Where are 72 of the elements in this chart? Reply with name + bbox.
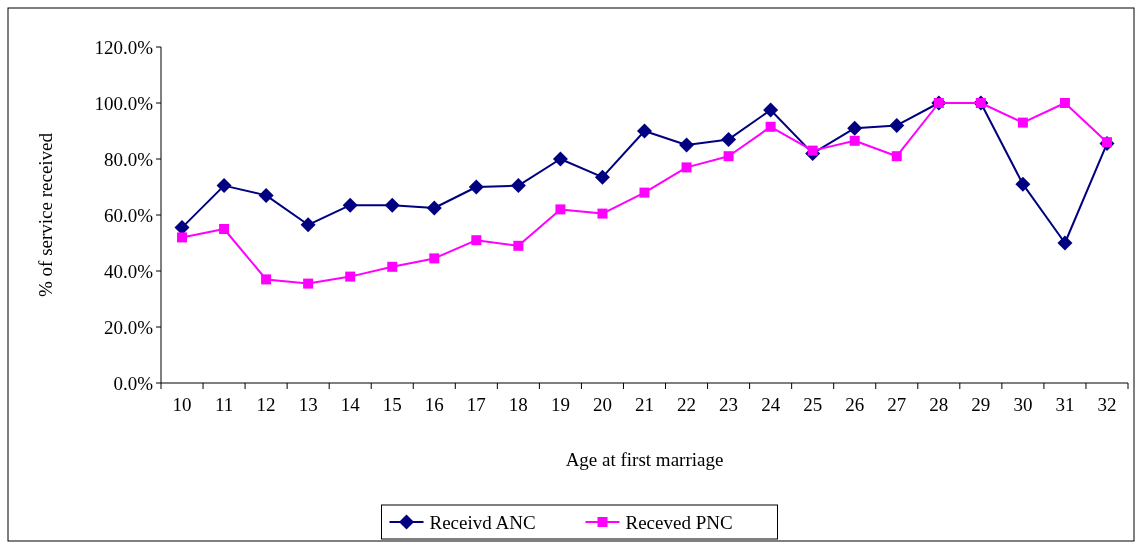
x-tick-label: 13 — [298, 394, 318, 415]
point — [387, 261, 398, 272]
x-tick-label: 29 — [971, 394, 991, 415]
x-tick-label: 32 — [1097, 394, 1117, 415]
x-tick-label: 21 — [635, 394, 654, 415]
x-tick-label: 15 — [382, 394, 402, 415]
x-tick-label: 17 — [466, 394, 486, 415]
y-tick-label: 40.0% — [103, 260, 154, 282]
point — [426, 200, 442, 216]
point — [723, 151, 734, 162]
point — [342, 197, 358, 213]
x-tick-label: 14 — [340, 394, 361, 415]
point — [510, 178, 526, 194]
point — [258, 187, 274, 203]
point — [849, 135, 860, 146]
x-tick-label: 19 — [550, 394, 570, 415]
x-tick-label: 12 — [256, 394, 276, 415]
x-tick-label: 16 — [424, 394, 444, 415]
point — [763, 102, 779, 118]
legend-label: Receved PNC — [625, 511, 733, 533]
x-tick-label: 22 — [677, 394, 697, 415]
point — [1017, 117, 1028, 128]
point — [679, 137, 695, 153]
point — [721, 131, 737, 147]
x-tick-label: 24 — [761, 394, 781, 415]
point — [471, 235, 482, 246]
point — [384, 197, 400, 213]
point — [177, 232, 188, 243]
point — [1015, 176, 1031, 192]
y-tick-label: 20.0% — [103, 316, 154, 338]
point — [639, 187, 650, 198]
point — [429, 253, 440, 264]
point — [637, 123, 652, 139]
point — [594, 169, 610, 185]
x-tick-label: 27 — [887, 394, 907, 415]
point — [1059, 98, 1070, 108]
x-tick-label: 28 — [929, 394, 949, 415]
x-tick-label: 25 — [803, 394, 823, 415]
point — [345, 271, 356, 282]
x-tick-label: 11 — [214, 394, 234, 415]
point — [681, 162, 692, 173]
x-tick-label: 31 — [1055, 394, 1075, 415]
x-tick-label: 26 — [845, 394, 865, 415]
point — [303, 278, 314, 289]
point — [300, 217, 316, 233]
x-tick-label: 10 — [172, 394, 192, 415]
x-tick-label: 23 — [719, 394, 739, 415]
y-tick-label: 80.0% — [103, 148, 154, 170]
y-tick-label: 100.0% — [94, 92, 154, 114]
point — [891, 151, 902, 162]
x-tick-label: 30 — [1013, 394, 1033, 415]
point — [216, 178, 232, 194]
point — [261, 274, 272, 285]
y-axis-title: % of service received — [35, 132, 56, 298]
point — [807, 145, 818, 156]
y-tick-label: 0.0% — [113, 372, 154, 394]
x-axis-title: Age at first marriage — [565, 449, 724, 470]
point — [1057, 235, 1073, 251]
y-tick-label: 120.0% — [94, 36, 154, 58]
point — [765, 121, 776, 132]
point — [513, 240, 524, 251]
x-tick-label: 20 — [592, 394, 612, 415]
point — [555, 204, 566, 215]
point — [597, 208, 608, 219]
point — [552, 151, 568, 167]
point — [847, 120, 863, 136]
x-tick-label: 18 — [508, 394, 528, 415]
point — [889, 117, 905, 133]
point — [468, 179, 484, 195]
legend-label: Receivd ANC — [429, 511, 536, 533]
y-tick-label: 60.0% — [103, 204, 154, 226]
point — [219, 224, 230, 234]
